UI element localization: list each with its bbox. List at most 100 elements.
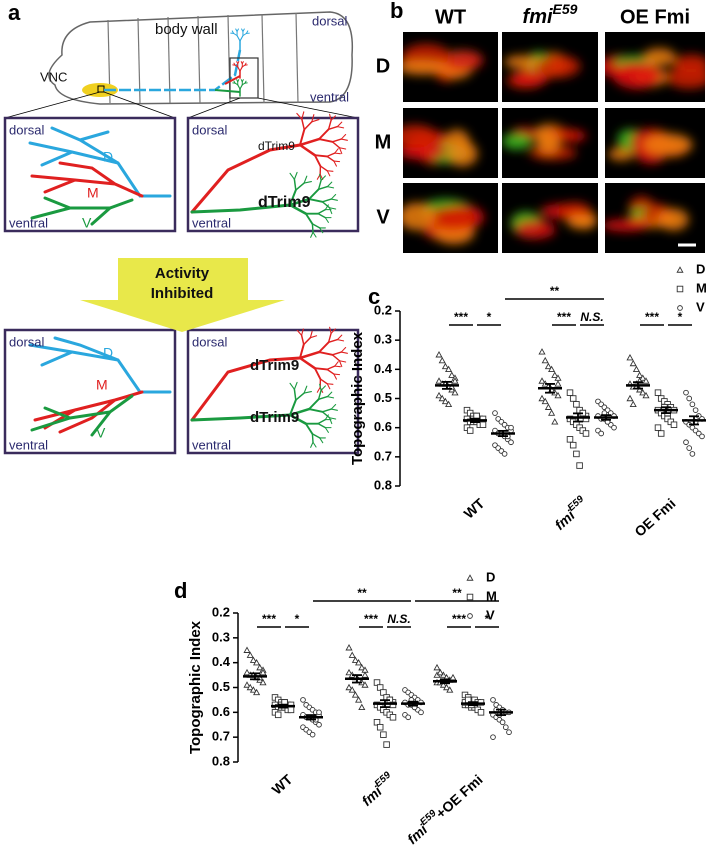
data-point <box>348 651 356 658</box>
data-point <box>358 703 366 711</box>
data-point <box>449 673 457 681</box>
dendrite <box>329 326 332 334</box>
data-point <box>654 424 662 431</box>
dendrite <box>316 386 321 393</box>
dendrite <box>309 330 313 339</box>
box-label: dorsal <box>9 334 45 349</box>
box-label: dorsal <box>192 122 228 137</box>
dendrite <box>311 119 320 123</box>
legend-label: D <box>696 261 705 276</box>
y-tick-label: 0.8 <box>374 477 392 492</box>
box-label: dorsal <box>192 334 228 349</box>
inhibition-arrow <box>80 258 285 332</box>
signal-blob <box>535 55 581 78</box>
data-point <box>692 407 699 413</box>
dendrite <box>190 413 292 422</box>
dendrite <box>338 360 347 363</box>
dendrite <box>330 198 338 201</box>
data-point <box>499 719 506 726</box>
data-point <box>300 697 306 703</box>
dendrite <box>329 113 332 121</box>
box-label: V <box>82 215 92 231</box>
dendrite <box>233 32 238 37</box>
dendrite <box>289 382 295 390</box>
signal-blob <box>443 50 484 71</box>
column-label: WT <box>435 6 466 28</box>
signal-blob <box>642 48 676 66</box>
dendrite <box>318 128 330 141</box>
signal <box>502 123 587 161</box>
legend-marker <box>676 285 684 293</box>
data-point <box>249 656 257 663</box>
dendrite <box>334 361 339 367</box>
dendrite <box>233 80 236 84</box>
data-point <box>629 359 637 367</box>
legend-marker <box>467 613 473 619</box>
dendrite <box>310 231 314 238</box>
dendrite <box>241 79 244 83</box>
dendrite <box>296 329 303 336</box>
dendrite <box>317 395 329 401</box>
dendrite <box>311 433 314 443</box>
dendrite <box>326 368 335 375</box>
x-tick-label: fmiE59 <box>550 494 591 533</box>
data-point <box>438 356 446 364</box>
signal-blob <box>612 61 661 90</box>
dendrite <box>313 367 322 381</box>
data-point <box>657 430 665 437</box>
dendrite <box>304 212 314 225</box>
dendrite <box>328 417 333 425</box>
box-label: ventral <box>192 215 231 230</box>
data-point <box>502 724 509 731</box>
significance-label: *** <box>452 612 466 626</box>
data-point <box>348 686 356 693</box>
dendrite <box>319 383 322 391</box>
data-point <box>551 418 559 425</box>
dendrite <box>326 155 335 162</box>
dendrite <box>28 336 172 394</box>
dendrite <box>340 351 348 354</box>
signal-blob <box>403 59 448 75</box>
dendrite <box>288 197 311 207</box>
data-point <box>309 731 316 738</box>
data-point <box>569 441 577 449</box>
dendrite <box>321 411 331 419</box>
dendrite <box>326 170 331 177</box>
box-dendrites <box>28 111 348 448</box>
data-point <box>670 421 678 429</box>
dendrite <box>296 112 303 120</box>
dendrite <box>300 334 305 346</box>
neuron-box <box>229 57 259 99</box>
dendrite <box>236 35 241 42</box>
data-point <box>253 688 261 696</box>
y-tick-label: 0.3 <box>374 332 392 347</box>
column-label: OE Fmi <box>620 6 690 28</box>
data-point <box>699 433 705 440</box>
dendrite <box>320 175 326 181</box>
dendrite <box>324 427 329 433</box>
dendrite <box>317 422 327 429</box>
data-point <box>538 394 546 402</box>
signal <box>605 48 705 90</box>
panel-label: b <box>390 0 403 23</box>
data-point <box>554 391 562 399</box>
dendrite <box>331 351 342 356</box>
column-label: fmiE59 <box>523 1 578 29</box>
dot-plot: d 0.2 0.3 0.4 0.5 0.6 0.7 0.8 Topographic Index W… <box>174 569 513 847</box>
data-point <box>376 723 384 731</box>
signal-blob <box>643 133 693 157</box>
dendrite <box>326 391 333 398</box>
dendrite <box>319 437 324 444</box>
dendrite <box>293 388 297 401</box>
signal-blob <box>504 55 541 69</box>
data-point <box>287 706 295 714</box>
dendrite <box>328 207 333 215</box>
data-point <box>451 388 459 396</box>
data-point <box>538 348 546 355</box>
dendrite <box>319 227 324 234</box>
signal-blob <box>447 141 478 167</box>
arrow-label: Activity <box>155 265 210 282</box>
signal <box>403 124 478 167</box>
dendrite <box>303 181 312 184</box>
y-axis-label: Topographic Index <box>349 331 366 465</box>
